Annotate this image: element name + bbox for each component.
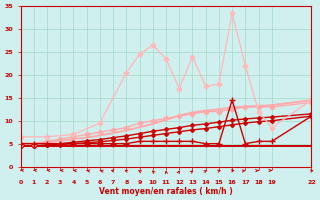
X-axis label: Vent moyen/en rafales ( km/h ): Vent moyen/en rafales ( km/h ) xyxy=(99,187,233,196)
